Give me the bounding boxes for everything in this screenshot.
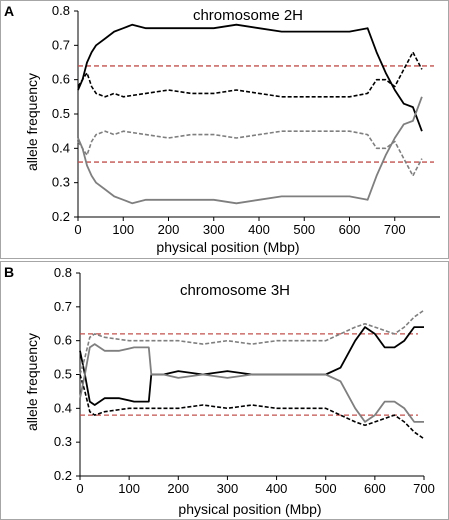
panel-a-x-tick-label: 200 xyxy=(158,222,180,237)
panel-a-x-tick-label: 600 xyxy=(339,222,361,237)
panel-b-x-tick-label: 100 xyxy=(118,481,140,496)
panel-a-y-tick-label: 0.8 xyxy=(52,3,70,18)
panel-a-series-solid-gray xyxy=(77,96,423,205)
panel-a-x-tick-label: 100 xyxy=(112,222,134,237)
panel-b-plot-area: 0.2 0.3 0.4 0.5 0.6 0.7 0.8 0 100 200 300 400 500 600… xyxy=(54,265,435,496)
panel-a-y-tick-label: 0.3 xyxy=(52,175,70,190)
panel-b-y-tick-label: 0.7 xyxy=(54,299,72,314)
panel-a-x-axis-title: physical position (Mbp) xyxy=(156,239,299,255)
panel-b-y-axis-title: allele frequency xyxy=(24,333,40,431)
panel-b-x-tick-label: 700 xyxy=(413,481,435,496)
panel-b-series-solid-black xyxy=(79,326,424,406)
panel-a-letter: A xyxy=(4,3,14,19)
panel-b-x-tick-label: 0 xyxy=(76,481,83,496)
panel-a-series-dashed-gray xyxy=(77,130,423,177)
panel-a: A chromosome 2H physical position (Mbp) … xyxy=(0,0,449,259)
panel-b-x-axis-title: physical position (Mbp) xyxy=(178,501,321,517)
panel-a-x-tick-label: 500 xyxy=(293,222,315,237)
panel-b-y-tick-label: 0.4 xyxy=(54,400,72,415)
panel-b-x-tick-label: 600 xyxy=(364,481,386,496)
panel-a-plot-area: 0.2 0.3 0.4 0.5 0.6 0.7 0.8 0 100 200 300 400 500 600… xyxy=(52,3,440,237)
panel-b-series-dashed-black xyxy=(79,374,425,440)
panel-b-letter: B xyxy=(4,264,14,280)
panel-a-y-tick-label: 0.4 xyxy=(52,140,70,155)
panel-b-x-tick-label: 500 xyxy=(315,481,337,496)
panel-b-title: chromosome 3H xyxy=(180,282,290,299)
panel-b-series-dashed-gray xyxy=(79,309,425,375)
panel-a-x-tick-label: 0 xyxy=(74,222,81,237)
panel-a-y-tick-label: 0.7 xyxy=(52,37,70,52)
panel-a-x-tick-label: 700 xyxy=(384,222,406,237)
panel-b-y-tick-label: 0.3 xyxy=(54,434,72,449)
panel-b-y-tick-label: 0.6 xyxy=(54,333,72,348)
panel-a-series-dashed-black xyxy=(77,51,423,98)
panel-b-x-tick-label: 400 xyxy=(266,481,288,496)
panel-a-series-solid-black xyxy=(77,23,423,132)
panel-a-y-tick-label: 0.2 xyxy=(52,209,70,224)
panel-b: B chromosome 3H physical position (Mbp) … xyxy=(0,261,449,520)
panel-a-y-axis-title: allele frequency xyxy=(24,73,40,171)
panel-a-x-tick-label: 300 xyxy=(203,222,225,237)
panel-b-y-tick-label: 0.5 xyxy=(54,367,72,382)
panel-b-x-tick-label: 200 xyxy=(167,481,189,496)
panel-a-x-tick-label: 400 xyxy=(248,222,270,237)
panel-b-y-tick-label: 0.8 xyxy=(54,265,72,280)
panel-b-y-tick-label: 0.2 xyxy=(54,468,72,483)
panel-a-title: chromosome 2H xyxy=(193,7,303,24)
panel-b-series-solid-gray xyxy=(79,343,424,423)
panel-a-y-tick-label: 0.5 xyxy=(52,106,70,121)
panel-b-x-tick-label: 300 xyxy=(217,481,239,496)
panel-a-y-tick-label: 0.6 xyxy=(52,72,70,87)
